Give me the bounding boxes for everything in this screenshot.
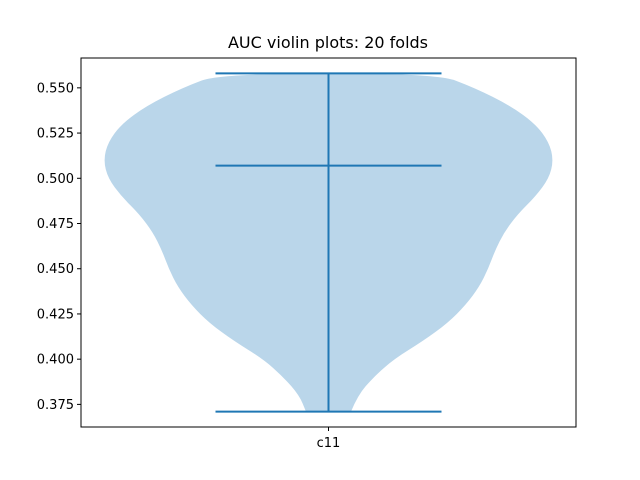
y-tick-label: 0.475 xyxy=(37,217,74,232)
y-tick-label: 0.400 xyxy=(37,353,74,368)
axes-frame xyxy=(80,57,577,428)
y-tick-label: 0.425 xyxy=(37,307,74,322)
y-tick-label: 0.450 xyxy=(37,262,74,277)
plot-area xyxy=(104,72,553,413)
y-tick-label: 0.375 xyxy=(37,398,74,413)
y-tick-label: 0.525 xyxy=(37,127,74,142)
y-tick-label: 0.550 xyxy=(37,81,74,96)
y-tick-label: 0.500 xyxy=(37,172,74,187)
chart-title: AUC violin plots: 20 folds xyxy=(228,33,428,52)
axes: c11 0.375 0.400 0.425 0.450 0.475 0.500 0.525 0.… xyxy=(37,57,577,451)
x-tick-label: c11 xyxy=(317,436,341,451)
